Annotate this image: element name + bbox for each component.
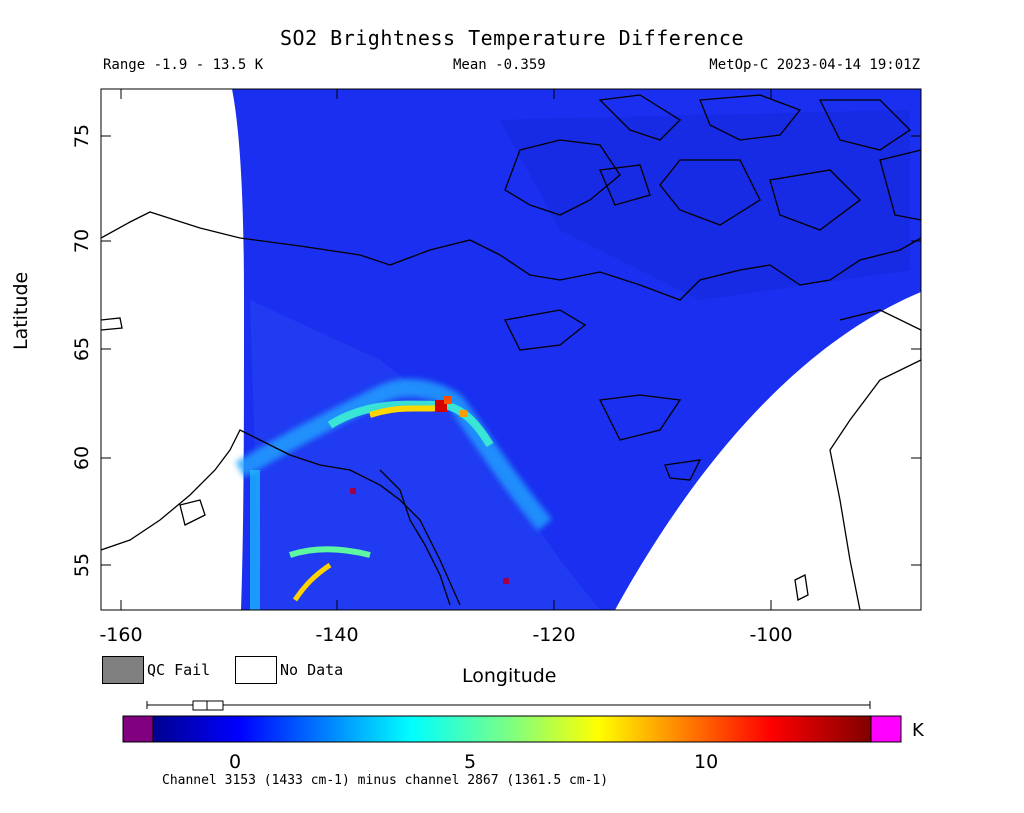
x-axis-label: Longitude xyxy=(462,665,557,687)
colorbar-tick-label: 10 xyxy=(694,751,719,773)
x-tick-label: -140 xyxy=(315,624,358,646)
mean-text: Mean -0.359 xyxy=(453,57,546,73)
colorbar-low-clip xyxy=(122,715,154,743)
qc-fail-label: QC Fail xyxy=(147,661,211,679)
chart-title: SO2 Brightness Temperature Difference xyxy=(279,26,745,50)
y-axis-label: Latitude xyxy=(10,271,32,350)
x-tick-label: -100 xyxy=(749,624,792,646)
colorbar-mean-box xyxy=(192,700,224,711)
y-tick-label: 55 xyxy=(71,553,93,577)
channel-footnote: Channel 3153 (1433 cm-1) minus channel 2… xyxy=(162,773,609,788)
y-tick-label: 70 xyxy=(71,229,93,253)
colorbar xyxy=(122,700,902,743)
so2-plume xyxy=(235,379,552,610)
colorbar-high-clip xyxy=(870,715,902,743)
colorbar-tick-label: 0 xyxy=(229,751,242,773)
no-data-swatch xyxy=(235,656,277,684)
satellite-time-text: MetOp-C 2023-04-14 19:01Z xyxy=(709,57,920,73)
axis-ticks xyxy=(101,89,921,610)
no-data-label: No Data xyxy=(280,661,344,679)
coastlines xyxy=(101,94,921,610)
y-tick-label: 60 xyxy=(71,446,93,470)
y-tick-label: 75 xyxy=(71,124,93,148)
map-plot-area xyxy=(101,89,921,610)
y-tick-label: 65 xyxy=(71,337,93,361)
qc-fail-swatch xyxy=(102,656,144,684)
colorbar-unit: K xyxy=(912,720,924,741)
range-text: Range -1.9 - 13.5 K xyxy=(103,57,264,73)
x-tick-label: -160 xyxy=(99,624,142,646)
colorbar-gradient xyxy=(152,715,872,743)
colorbar-tick-label: 5 xyxy=(464,751,477,773)
x-tick-label: -120 xyxy=(532,624,575,646)
